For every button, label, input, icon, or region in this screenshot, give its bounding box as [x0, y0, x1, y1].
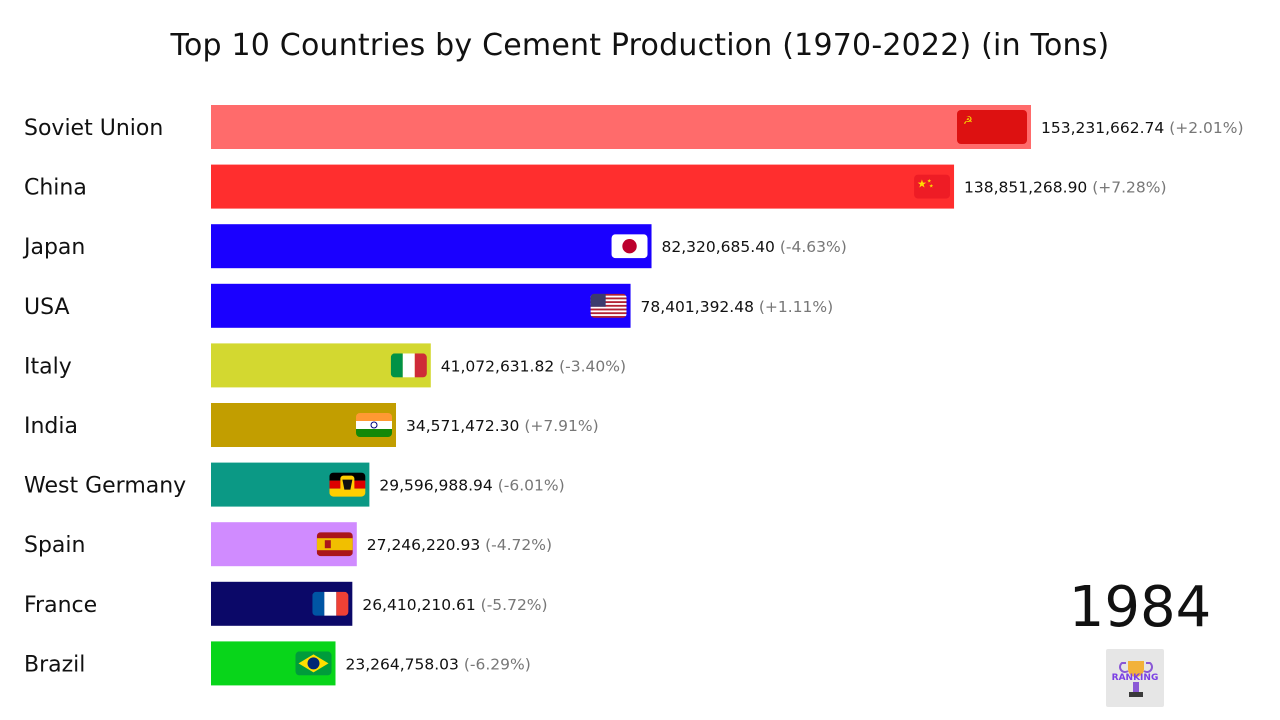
category-label: Brazil: [24, 652, 85, 677]
category-label: France: [24, 593, 97, 618]
value-label: 138,851,268.90 (+7.28%): [964, 179, 1167, 197]
bar-row: India 34,571,472.30 (+7.91%): [24, 403, 599, 447]
change-label: (-3.40%): [559, 357, 626, 375]
change-label: (-6.29%): [464, 655, 531, 673]
bar: [211, 283, 631, 328]
value-label: 78,401,392.48 (+1.11%): [641, 298, 834, 316]
bar-row: Italy 41,072,631.82 (-3.40%): [24, 343, 626, 388]
bar-row: USA 78,401,392.48 (+1.11%): [24, 283, 834, 328]
category-label: West Germany: [24, 474, 186, 499]
bar-row: Japan 82,320,685.40 (-4.63%): [22, 224, 847, 269]
svg-text:★: ★: [927, 179, 932, 185]
china-flag-icon: ★ ★★: [914, 174, 951, 199]
change-label: (-5.72%): [481, 596, 548, 614]
bar-row: West Germany 29,596,988.94 (-6.01%): [24, 462, 565, 507]
change-label: (-4.63%): [780, 238, 847, 256]
value-label: 27,246,220.93 (-4.72%): [367, 536, 552, 554]
svg-text:☭: ☭: [963, 114, 973, 127]
india-flag-icon: [356, 413, 393, 437]
value-label: 34,571,472.30 (+7.91%): [406, 417, 599, 435]
bar: [211, 224, 652, 269]
value-label: 26,410,210.61 (-5.72%): [362, 596, 547, 614]
value-label: 153,231,662.74 (+2.01%): [1041, 119, 1244, 137]
change-label: (+2.01%): [1169, 119, 1243, 137]
category-label: China: [24, 176, 87, 201]
category-label: Soviet Union: [24, 116, 163, 141]
bar-row: China ★ ★★ 138,851,268.90 (+7.28%): [24, 164, 1167, 209]
change-label: (+7.91%): [524, 417, 598, 435]
italy-flag-icon: [390, 353, 427, 378]
change-label: (-6.01%): [498, 477, 565, 495]
soviet-union-flag-icon: ☭: [957, 110, 1027, 144]
brazil-flag-icon: [295, 651, 332, 676]
bar-row: Soviet Union ☭ 153,231,662.74 (+2.01%): [24, 105, 1244, 149]
chart-title: Top 10 Countries by Cement Production (1…: [170, 28, 1110, 63]
value-label: 23,264,758.03 (-6.29%): [345, 655, 530, 673]
bar-row: Spain 27,246,220.93 (-4.72%): [24, 522, 552, 567]
change-label: (-4.72%): [485, 536, 552, 554]
bar: [211, 105, 1031, 149]
bar-row: France 26,410,210.61 (-5.72%): [24, 581, 548, 626]
category-label: USA: [24, 295, 70, 320]
bar: [211, 164, 955, 209]
west-germany-flag-icon: [329, 472, 366, 497]
value-label: 29,596,988.94 (-6.01%): [379, 477, 564, 495]
category-label: Spain: [24, 533, 85, 558]
change-label: (+1.11%): [759, 298, 833, 316]
bar-row: Brazil 23,264,758.03 (-6.29%): [24, 641, 531, 686]
svg-text:★: ★: [917, 178, 927, 191]
category-label: India: [24, 414, 78, 439]
value-label: 41,072,631.82 (-3.40%): [441, 357, 626, 375]
ranking-trophy-logo: RANKING: [1106, 649, 1164, 707]
value-label: 82,320,685.40 (-4.63%): [662, 238, 847, 256]
year-label: 1984: [1068, 575, 1212, 640]
france-flag-icon: [312, 591, 349, 616]
category-label: Italy: [24, 354, 72, 379]
svg-text:★: ★: [929, 184, 934, 190]
category-label: Japan: [22, 235, 85, 260]
spain-flag-icon: [316, 532, 353, 557]
logo-text: RANKING: [1112, 673, 1159, 683]
usa-flag-icon: [590, 293, 627, 318]
japan-flag-icon: [611, 234, 648, 259]
change-label: (+7.28%): [1092, 179, 1166, 197]
